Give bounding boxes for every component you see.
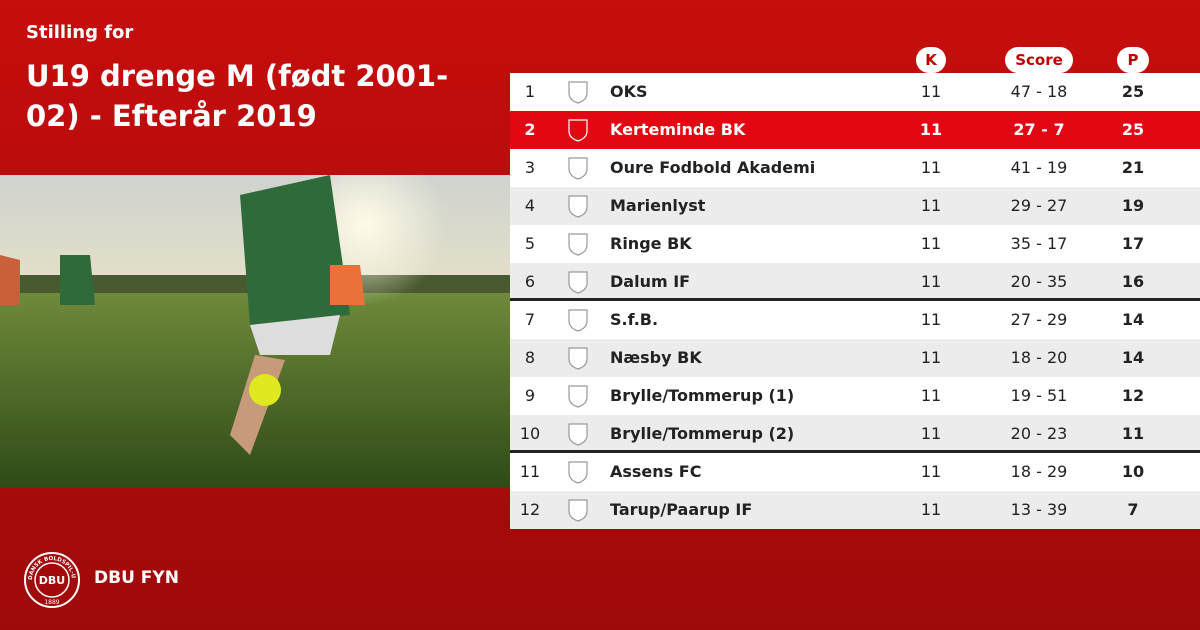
table-row: 4 Marienlyst 11 29 - 27 19 bbox=[510, 187, 1200, 225]
points: 21 bbox=[1121, 158, 1145, 177]
matches: 11 bbox=[920, 310, 942, 329]
club-logo bbox=[568, 499, 588, 522]
photo bbox=[0, 175, 510, 488]
matches: 11 bbox=[920, 462, 942, 481]
matches: 11 bbox=[920, 386, 942, 405]
club-logo bbox=[568, 347, 588, 370]
team-name: Oure Fodbold Akademi bbox=[610, 158, 816, 177]
points: 12 bbox=[1121, 386, 1145, 405]
rank: 9 bbox=[524, 386, 536, 405]
score: 18 - 20 bbox=[1010, 348, 1068, 367]
club-logo bbox=[568, 195, 588, 218]
table-row: 3 Oure Fodbold Akademi 11 41 - 19 21 bbox=[510, 149, 1200, 187]
table-row: 8 Næsby BK 11 18 - 20 14 bbox=[510, 339, 1200, 377]
rank: 1 bbox=[524, 82, 536, 101]
matches: 11 bbox=[920, 158, 942, 177]
table-row: 5 Ringe BK 11 35 - 17 17 bbox=[510, 225, 1200, 263]
score: 20 - 35 bbox=[1010, 272, 1068, 291]
team-name: Brylle/Tommerup (1) bbox=[610, 386, 795, 405]
matches: 11 bbox=[920, 500, 942, 519]
points: 16 bbox=[1121, 272, 1145, 291]
rank: 3 bbox=[524, 158, 536, 177]
score: 41 - 19 bbox=[1010, 158, 1068, 177]
matches: 11 bbox=[920, 234, 942, 253]
table-row: 1 OKS 11 47 - 18 25 bbox=[510, 73, 1200, 111]
table-row: 11 Assens FC 11 18 - 29 10 bbox=[510, 453, 1200, 491]
points: 11 bbox=[1121, 424, 1145, 443]
title: U19 drenge M (født 2001-02) - Efterår 20… bbox=[26, 59, 449, 133]
score: 20 - 23 bbox=[1010, 424, 1068, 443]
rank: 7 bbox=[524, 310, 536, 329]
dbu-logo: DANSK BOLDSPIL-UNION DBU 1889 bbox=[24, 550, 80, 608]
matches: 11 bbox=[919, 120, 943, 139]
score: 35 - 17 bbox=[1010, 234, 1068, 253]
rank: 12 bbox=[519, 500, 541, 519]
points: 19 bbox=[1121, 196, 1145, 215]
matches: 11 bbox=[920, 196, 942, 215]
team-name: S.f.B. bbox=[610, 310, 659, 329]
column-header: P bbox=[1117, 47, 1149, 73]
team-name: Marienlyst bbox=[610, 196, 706, 215]
score: 27 - 29 bbox=[1010, 310, 1068, 329]
team-name: OKS bbox=[610, 82, 648, 101]
team-name: Ringe BK bbox=[610, 234, 692, 253]
logo-text: DBU bbox=[39, 574, 65, 587]
club-logo bbox=[568, 119, 588, 142]
club-logo bbox=[568, 81, 588, 104]
score: 27 - 7 bbox=[1013, 120, 1065, 139]
club-logo bbox=[568, 271, 588, 294]
matches: 11 bbox=[920, 348, 942, 367]
score: 19 - 51 bbox=[1010, 386, 1068, 405]
score: 29 - 27 bbox=[1010, 196, 1068, 215]
rank: 8 bbox=[524, 348, 536, 367]
team-name: Brylle/Tommerup (2) bbox=[610, 424, 795, 443]
score: 47 - 18 bbox=[1010, 82, 1068, 101]
points: 17 bbox=[1121, 234, 1145, 253]
rank: 10 bbox=[519, 424, 541, 443]
rank: 2 bbox=[524, 120, 536, 139]
matches: 11 bbox=[920, 272, 942, 291]
matches: 11 bbox=[920, 424, 942, 443]
team-name: Assens FC bbox=[610, 462, 702, 481]
rank: 4 bbox=[524, 196, 536, 215]
table-row: 12 Tarup/Paarup IF 11 13 - 39 7 bbox=[510, 491, 1200, 529]
points: 25 bbox=[1121, 82, 1145, 101]
club-logo bbox=[568, 385, 588, 408]
matches: 11 bbox=[920, 82, 942, 101]
table-row: 9 Brylle/Tommerup (1) 11 19 - 51 12 bbox=[510, 377, 1200, 415]
column-header: Score bbox=[1005, 47, 1073, 73]
logo-year: 1889 bbox=[44, 599, 59, 606]
points: 14 bbox=[1121, 348, 1145, 367]
points: 10 bbox=[1121, 462, 1145, 481]
team-name: Dalum IF bbox=[610, 272, 691, 291]
standings-table: 1 OKS 11 47 - 18 25 2 Kerteminde BK 11 27 - 7 25 3… bbox=[510, 73, 1200, 529]
club-logo bbox=[568, 233, 588, 256]
column-header: K bbox=[916, 47, 946, 73]
team-name: Kerteminde BK bbox=[610, 120, 746, 139]
score: 18 - 29 bbox=[1010, 462, 1068, 481]
rank: 11 bbox=[519, 462, 541, 481]
table-row: 2 Kerteminde BK 11 27 - 7 25 bbox=[510, 111, 1200, 149]
team-name: Næsby BK bbox=[610, 348, 702, 367]
subtitle: Stilling for bbox=[26, 22, 134, 43]
rank: 6 bbox=[524, 272, 536, 291]
table-row: 6 Dalum IF 11 20 - 35 16 bbox=[510, 263, 1200, 301]
points: 14 bbox=[1121, 310, 1145, 329]
rank: 5 bbox=[524, 234, 536, 253]
table-row: 10 Brylle/Tommerup (2) 11 20 - 23 11 bbox=[510, 415, 1200, 453]
club-logo bbox=[568, 157, 588, 180]
brand: DBU FYN bbox=[94, 568, 179, 588]
points: 7 bbox=[1127, 500, 1139, 519]
team-name: Tarup/Paarup IF bbox=[610, 500, 753, 519]
points: 25 bbox=[1121, 120, 1145, 139]
table-row: 7 S.f.B. 11 27 - 29 14 bbox=[510, 301, 1200, 339]
score: 13 - 39 bbox=[1010, 500, 1068, 519]
club-logo bbox=[568, 309, 588, 332]
club-logo bbox=[568, 423, 588, 446]
club-logo bbox=[568, 461, 588, 484]
